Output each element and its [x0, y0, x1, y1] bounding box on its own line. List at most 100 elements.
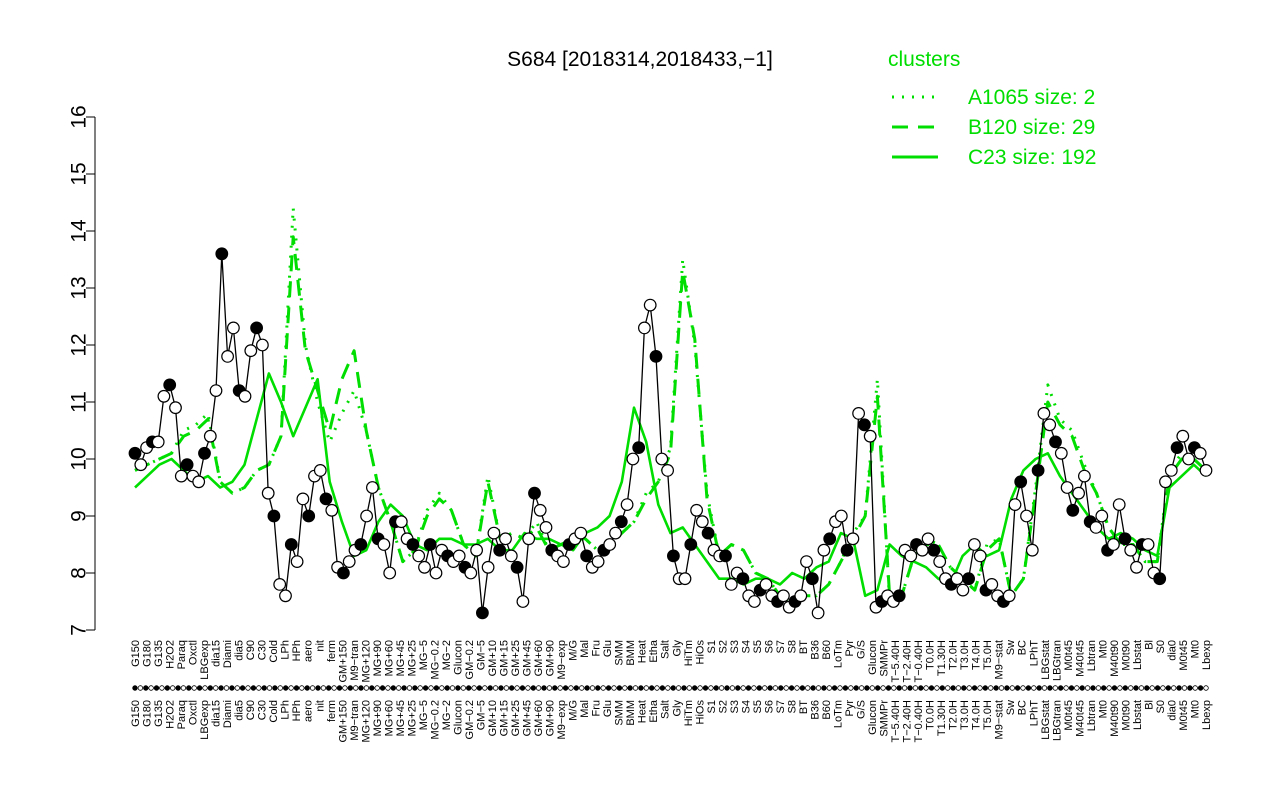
x-tick-label: S3	[729, 640, 741, 653]
x-tick-label-lower: HiTm	[683, 700, 695, 726]
data-point	[418, 560, 431, 574]
x-tick-label: T3.0H	[959, 640, 971, 670]
x-rug-mark	[632, 685, 639, 691]
x-rug-mark	[229, 685, 235, 691]
data-point	[603, 538, 617, 551]
x-rug-mark	[880, 685, 886, 691]
x-rug-mark	[234, 685, 240, 691]
x-rug-mark	[1084, 685, 1091, 691]
x-tick-label-lower: nit	[314, 700, 326, 712]
x-tick-label-lower: Salt	[660, 700, 672, 719]
data-point	[470, 543, 484, 557]
x-rug-mark	[858, 685, 865, 691]
x-tick-label-lower: MG+25	[406, 700, 418, 736]
x-tick-label: Glu	[602, 640, 614, 657]
x-rug-mark	[579, 685, 585, 691]
x-tick-label-lower: Glucon	[453, 700, 465, 735]
data-point	[377, 538, 391, 551]
x-rug-mark	[1100, 685, 1107, 691]
data-point	[1153, 572, 1167, 586]
x-rug-mark	[132, 685, 138, 691]
data-point	[661, 464, 674, 477]
x-tick-label: MG−2	[441, 640, 453, 670]
data-point	[522, 532, 536, 546]
x-rug-mark	[853, 685, 859, 691]
x-tick-label-lower: S0	[1155, 700, 1167, 713]
x-rug-mark	[218, 685, 224, 691]
x-tick-label-lower: M0t45	[1063, 700, 1075, 731]
x-rug-mark	[961, 685, 967, 691]
x-tick-label-lower: GM+15	[499, 700, 511, 736]
x-rug-mark	[363, 685, 370, 691]
x-tick-label-lower: Glucon	[867, 700, 879, 735]
x-tick-label: M0t90	[1120, 640, 1132, 671]
x-tick-label-lower: T−0.40H	[913, 700, 925, 743]
x-rug-mark	[869, 685, 875, 691]
data-point	[950, 572, 964, 586]
x-tick-label-lower: T−2.40H	[902, 700, 914, 743]
x-tick-label: T−5.40H	[890, 640, 902, 683]
data-point	[539, 521, 553, 534]
x-tick-label: Etha	[648, 639, 660, 663]
x-tick-label-lower: MG−5	[418, 700, 430, 730]
x-tick-label: GM+150	[337, 640, 349, 683]
x-tick-label-lower: Cold	[268, 700, 280, 723]
x-rug-mark	[1079, 685, 1085, 691]
data-point	[695, 515, 709, 529]
x-tick-label-lower: M40t45	[1074, 700, 1086, 737]
data-point	[649, 350, 663, 363]
data-point	[834, 509, 848, 523]
data-point	[198, 446, 211, 460]
x-rug-mark	[708, 685, 714, 691]
data-point	[794, 589, 808, 603]
x-tick-label-lower: Pyr	[844, 700, 856, 717]
x-tick-label: LBGtran	[1051, 640, 1063, 681]
x-rug-mark	[1106, 685, 1112, 691]
x-rug-mark	[353, 685, 359, 691]
x-rug-mark	[713, 685, 719, 691]
x-tick-label-lower: Lbexp	[1201, 700, 1213, 730]
x-tick-label-lower: dia5	[234, 700, 246, 721]
x-tick-label-lower: H2O2	[165, 700, 177, 729]
x-rug-mark	[1014, 685, 1021, 691]
data-point	[805, 572, 819, 586]
x-rug-mark	[977, 685, 983, 691]
data-point	[279, 589, 292, 603]
x-rug-mark	[783, 685, 789, 691]
x-rug-mark	[638, 685, 644, 691]
x-rug-mark	[175, 685, 181, 691]
x-rug-mark	[369, 685, 375, 691]
x-rug-mark	[998, 685, 1005, 691]
x-tick-label-lower: S8	[786, 700, 798, 713]
x-rug-mark	[261, 685, 267, 691]
x-tick-label: T2.0H	[948, 640, 960, 670]
x-rug-mark	[557, 685, 563, 691]
x-rug-mark	[390, 685, 396, 691]
data-point	[174, 469, 188, 483]
x-rug-mark	[649, 685, 655, 691]
data-point	[342, 555, 356, 568]
x-rug-mark	[396, 685, 402, 691]
data-point	[134, 458, 148, 472]
x-rug-mark	[169, 685, 176, 691]
data-point	[956, 583, 970, 597]
x-tick-label-lower: BMM	[625, 700, 637, 726]
x-tick-label: GM+25	[510, 640, 522, 676]
x-rug-mark	[799, 685, 806, 691]
data-point	[169, 401, 182, 415]
data-point	[863, 429, 877, 443]
x-tick-label: Pyr	[844, 640, 856, 657]
data-point	[777, 589, 790, 603]
x-rug-mark	[805, 685, 811, 691]
data-point	[510, 560, 524, 574]
data-point	[429, 566, 443, 580]
x-rug-mark	[918, 685, 924, 691]
x-rug-mark	[460, 685, 466, 691]
x-rug-mark	[1127, 685, 1134, 691]
x-rug-mark	[466, 685, 472, 691]
x-rug-mark	[826, 685, 832, 691]
data-point	[915, 543, 929, 557]
data-point	[985, 578, 999, 591]
x-tick-label: T−0.40H	[913, 640, 925, 683]
data-point	[302, 509, 316, 523]
